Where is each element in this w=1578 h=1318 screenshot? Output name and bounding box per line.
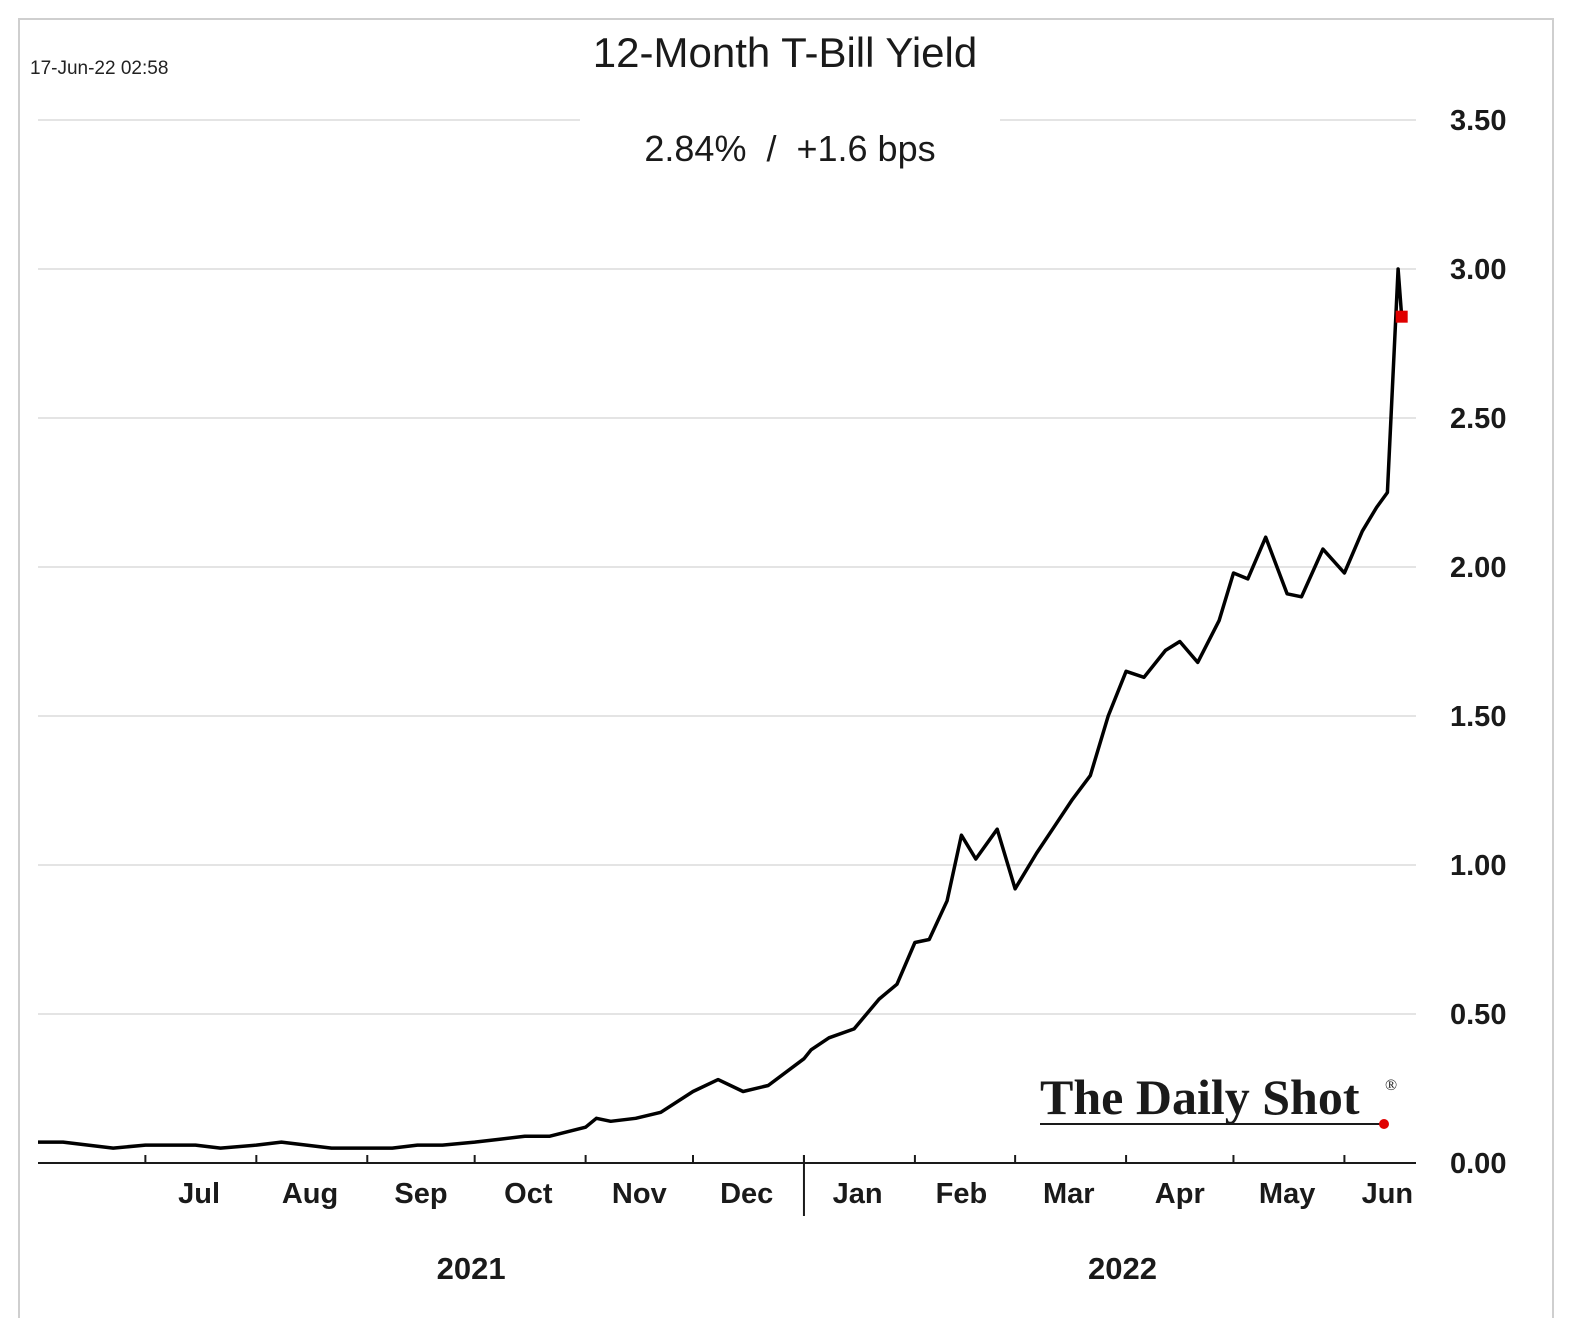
x-tick-label: Mar bbox=[1043, 1178, 1095, 1210]
last-value-marker bbox=[1395, 310, 1408, 323]
year-label: 2022 bbox=[1088, 1251, 1157, 1286]
brand-logo: The Daily Shot ® bbox=[1040, 1069, 1397, 1129]
x-tick-label: Aug bbox=[282, 1178, 338, 1210]
brand-red-dot bbox=[1379, 1119, 1389, 1129]
y-tick-label: 2.00 bbox=[1450, 552, 1506, 584]
series-group bbox=[38, 267, 1408, 1150]
series-line bbox=[38, 267, 1404, 1150]
x-tick-label: Nov bbox=[612, 1178, 667, 1210]
brand-text: The Daily Shot bbox=[1040, 1069, 1360, 1125]
x-tick-label: Dec bbox=[720, 1178, 773, 1210]
y-tick-label: 0.50 bbox=[1450, 999, 1506, 1031]
y-axis-ticks: 0.00 0.50 1.00 1.50 2.00 2.50 3.00 3.50 bbox=[1450, 105, 1506, 1180]
chart-frame bbox=[18, 18, 1554, 1318]
y-tick-label: 0.00 bbox=[1450, 1148, 1506, 1180]
x-axis: Jul Aug Sep Oct Nov Dec Jan Feb Mar Apr May Jun 2021… bbox=[38, 1155, 1416, 1286]
x-tick-label: Jul bbox=[178, 1178, 220, 1210]
x-tick-label: Jan bbox=[833, 1178, 883, 1210]
chart-subtitle: 2.84% / +1.6 bps bbox=[644, 128, 935, 169]
x-tick-label: Apr bbox=[1155, 1178, 1205, 1210]
gridlines bbox=[38, 119, 1416, 1015]
x-tick-label: Oct bbox=[504, 1178, 553, 1210]
y-tick-label: 1.50 bbox=[1450, 701, 1506, 733]
year-label: 2021 bbox=[437, 1251, 506, 1286]
timestamp: 17-Jun-22 02:58 bbox=[30, 58, 168, 79]
y-tick-label: 1.00 bbox=[1450, 850, 1506, 882]
y-tick-label: 3.50 bbox=[1450, 105, 1506, 137]
chart-title: 12-Month T-Bill Yield bbox=[593, 29, 977, 76]
x-tick-label: Sep bbox=[394, 1178, 447, 1210]
x-tick-label: Feb bbox=[936, 1178, 988, 1210]
x-tick-label: May bbox=[1259, 1178, 1315, 1210]
y-tick-label: 3.00 bbox=[1450, 254, 1506, 286]
x-tick-label: Jun bbox=[1362, 1178, 1414, 1210]
y-tick-label: 2.50 bbox=[1450, 403, 1506, 435]
brand-registered-mark: ® bbox=[1385, 1077, 1397, 1094]
